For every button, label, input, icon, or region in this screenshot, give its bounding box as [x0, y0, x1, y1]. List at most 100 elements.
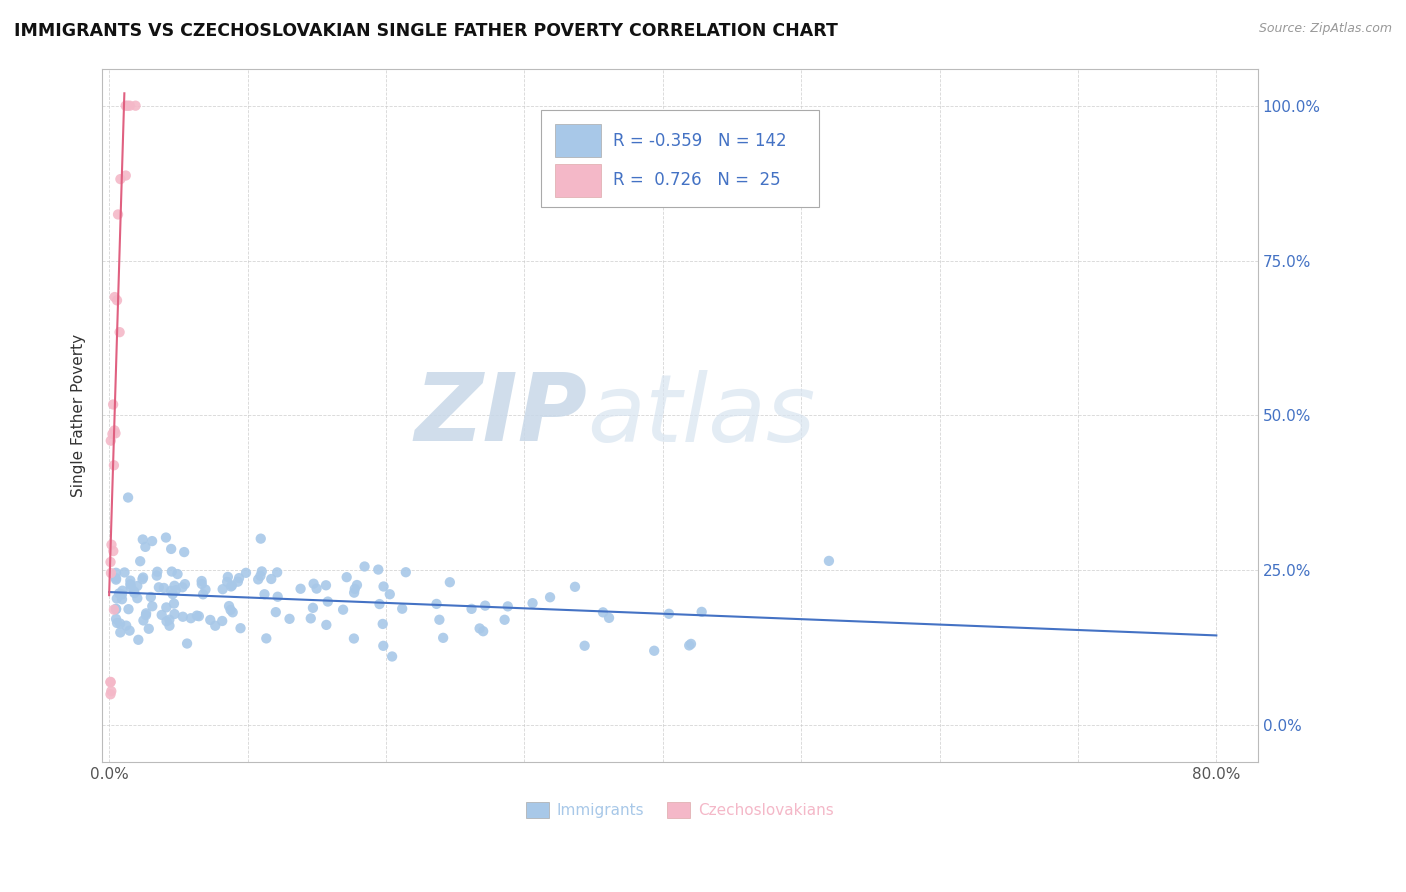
Point	[103, 458, 125, 473]
Point	[132, 533, 155, 547]
Point	[522, 596, 544, 610]
Point	[204, 618, 226, 632]
Point	[100, 675, 122, 690]
Text: atlas: atlas	[588, 370, 815, 461]
Text: Source: ZipAtlas.com: Source: ZipAtlas.com	[1258, 22, 1392, 36]
Point	[643, 644, 665, 658]
Point	[302, 600, 325, 615]
Point	[135, 607, 157, 621]
Point	[118, 624, 141, 638]
Point	[163, 607, 186, 621]
Point	[217, 574, 239, 589]
Point	[165, 583, 187, 598]
Point	[228, 571, 250, 585]
Point	[592, 605, 614, 619]
Point	[111, 587, 134, 601]
Point	[100, 555, 122, 569]
Point	[249, 569, 271, 583]
Point	[371, 616, 394, 631]
Point	[250, 565, 273, 579]
Point	[474, 599, 496, 613]
Point	[432, 631, 454, 645]
Point	[538, 591, 561, 605]
FancyBboxPatch shape	[541, 110, 818, 207]
Point	[343, 632, 366, 646]
Point	[100, 566, 122, 580]
Point	[163, 579, 186, 593]
Point	[217, 570, 239, 584]
Point	[163, 597, 186, 611]
Point	[105, 612, 128, 626]
Point	[132, 614, 155, 628]
Point	[127, 632, 149, 647]
Point	[103, 544, 125, 558]
Point	[111, 583, 134, 598]
Point	[120, 577, 142, 591]
Point	[100, 684, 122, 698]
Point	[229, 621, 252, 635]
Point	[150, 607, 173, 622]
Point	[378, 587, 401, 601]
Point	[221, 605, 243, 619]
Point	[105, 293, 128, 308]
Point	[114, 169, 136, 183]
Point	[266, 566, 288, 580]
Point	[253, 587, 276, 601]
FancyBboxPatch shape	[555, 124, 602, 157]
Point	[496, 599, 519, 614]
Point	[187, 609, 209, 624]
Point	[103, 602, 125, 616]
Point	[247, 573, 270, 587]
Point	[101, 397, 124, 411]
Point	[166, 567, 188, 582]
Point	[235, 566, 257, 580]
Point	[186, 608, 208, 623]
Point	[219, 579, 242, 593]
Point	[336, 570, 359, 584]
Point	[155, 531, 177, 545]
Point	[598, 611, 620, 625]
Point	[818, 554, 841, 568]
Point	[343, 585, 366, 599]
Point	[101, 426, 124, 441]
Point	[679, 637, 702, 651]
Point	[131, 572, 153, 586]
Point	[290, 582, 312, 596]
Point	[315, 578, 337, 592]
Point	[302, 576, 325, 591]
Point	[105, 591, 128, 606]
Point	[103, 424, 125, 438]
Point	[249, 532, 271, 546]
Point	[266, 590, 288, 604]
Point	[127, 591, 149, 606]
Point	[176, 636, 198, 650]
Point	[211, 582, 233, 597]
Point	[367, 563, 389, 577]
Point	[494, 613, 516, 627]
Point	[172, 609, 194, 624]
Point	[115, 618, 138, 632]
Point	[191, 577, 214, 591]
Point	[107, 207, 129, 221]
Point	[218, 599, 240, 613]
Point	[353, 559, 375, 574]
Point	[254, 632, 277, 646]
Point	[105, 573, 128, 587]
Point	[100, 674, 122, 689]
Point	[172, 580, 194, 594]
Point	[190, 574, 212, 588]
Point	[174, 577, 197, 591]
Point	[658, 607, 681, 621]
Point	[100, 687, 122, 701]
Point	[120, 580, 142, 594]
Point	[690, 605, 713, 619]
Point	[108, 586, 131, 600]
Point	[315, 618, 337, 632]
Point	[173, 545, 195, 559]
Point	[564, 580, 586, 594]
Point	[260, 572, 283, 586]
Point	[117, 491, 139, 505]
Point	[391, 601, 413, 615]
Point	[395, 566, 418, 580]
Point	[299, 611, 322, 625]
